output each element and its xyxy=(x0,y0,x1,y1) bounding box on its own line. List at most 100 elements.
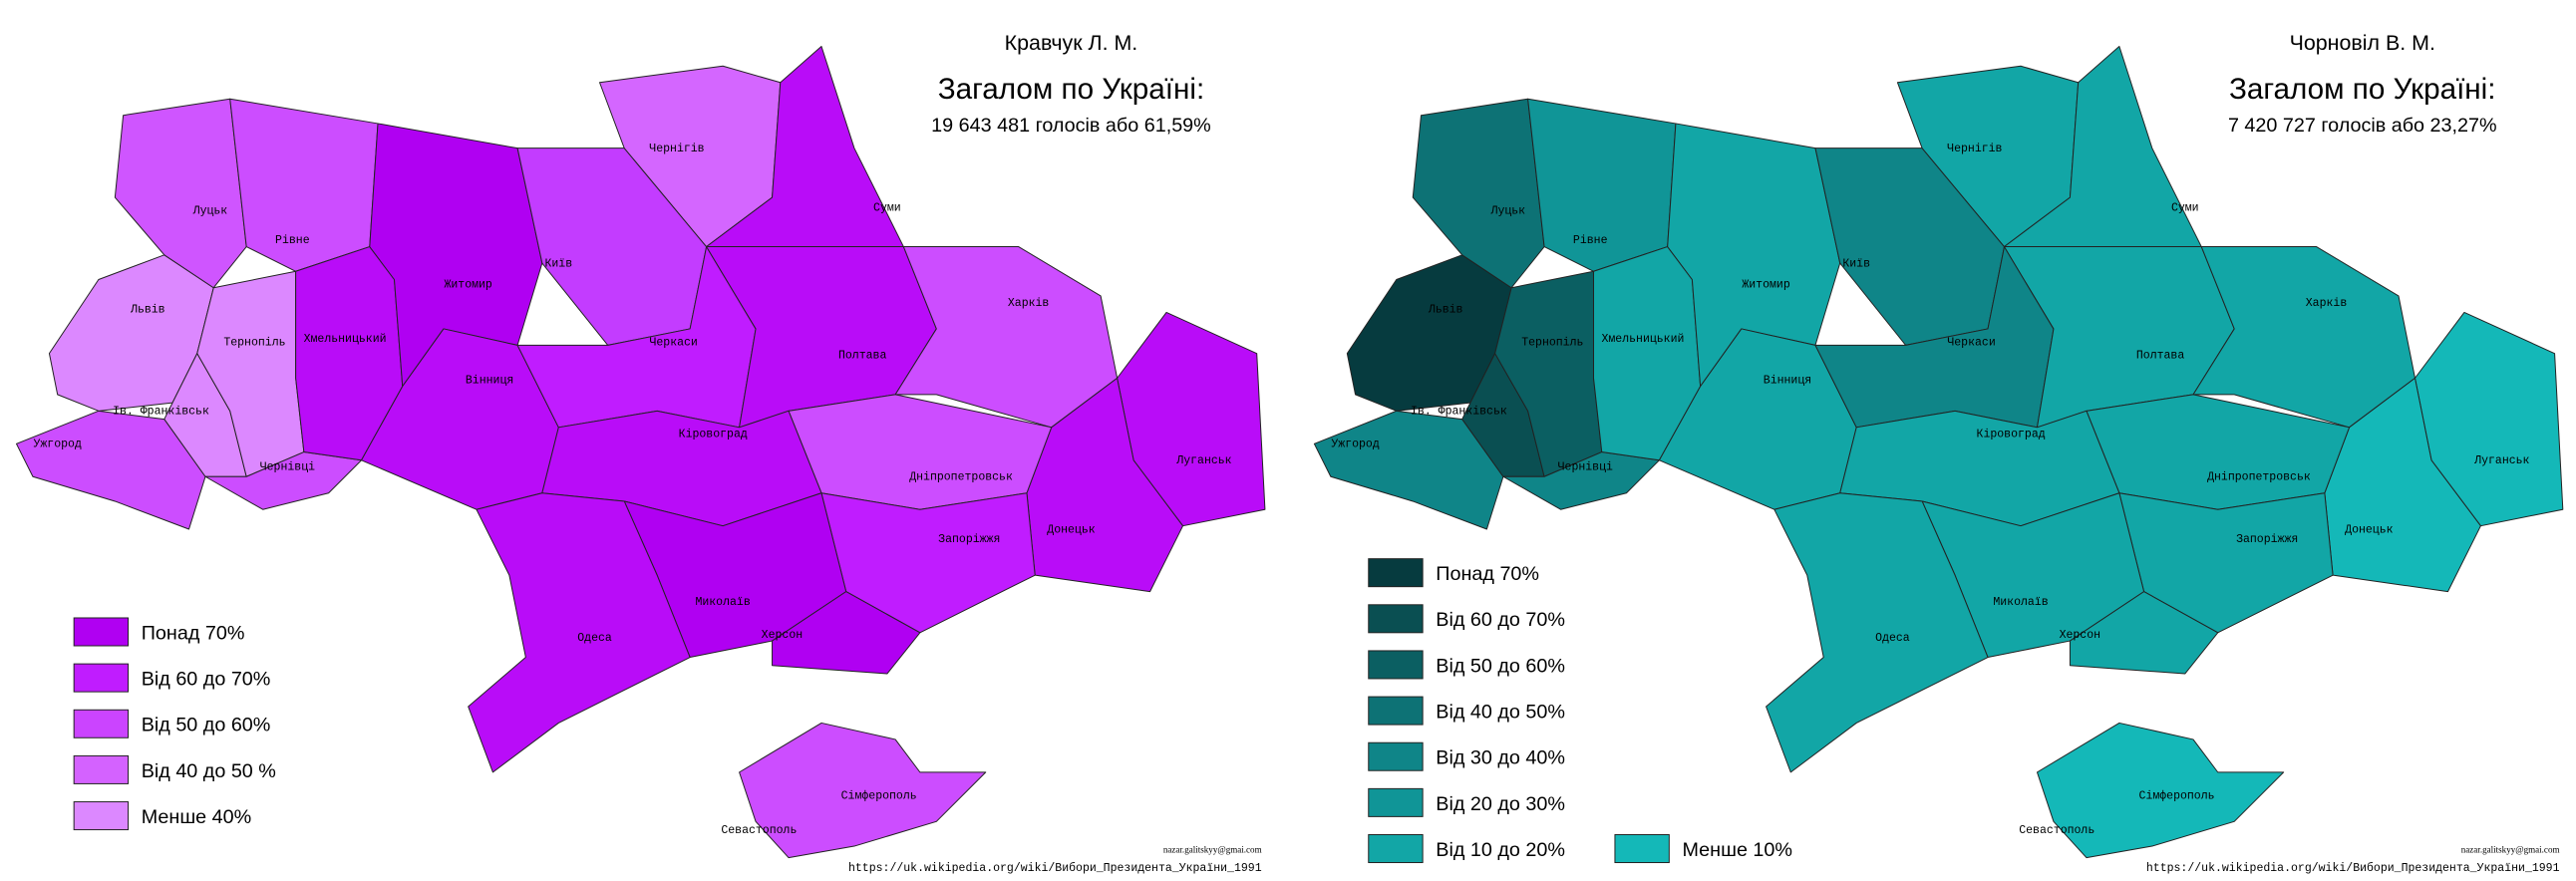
region-label: Ужгород xyxy=(1331,439,1379,451)
legend-label: Від 40 до 50% xyxy=(1436,702,1565,724)
region-label: Тернопіль xyxy=(223,336,285,349)
region-label: Луцьк xyxy=(1490,205,1526,218)
credit: nazar.galitskyy@gmai.com xyxy=(2461,845,2560,855)
legend-swatch xyxy=(73,754,130,784)
total-text: 7 420 727 голосів або 23,27% xyxy=(2228,115,2497,137)
legend-label: Від 30 до 40% xyxy=(1436,747,1565,769)
region-label: Черкаси xyxy=(1947,336,1995,349)
region-label: Луцьк xyxy=(192,205,228,218)
region-label: Донецьк xyxy=(1047,523,1095,536)
region-label: Рівне xyxy=(275,234,310,247)
legend-swatch xyxy=(73,663,130,693)
region-label: Дніпропетровськ xyxy=(909,471,1013,484)
region-label: Житомир xyxy=(444,279,491,292)
total-heading: Загалом по Україні: xyxy=(2229,73,2496,106)
legend-swatch xyxy=(1368,787,1424,817)
legend-swatch xyxy=(1368,834,1424,864)
region xyxy=(1766,492,1989,773)
region-label: Кіровоград xyxy=(1977,429,2046,441)
candidate-name: Чорновіл В. М. xyxy=(2290,31,2435,55)
credit: nazar.galitskyy@gmai.com xyxy=(1163,845,1262,855)
map: Ужгород Львів Ів. Франківськ Тернопіль Черні… xyxy=(1313,45,2564,859)
region-label: Одеса xyxy=(1875,632,1910,645)
legend-swatch xyxy=(73,617,130,647)
legend-swatch xyxy=(1368,650,1424,680)
legend-label: Від 60 до 70% xyxy=(142,669,271,691)
region-label: Сімферополь xyxy=(841,789,917,802)
region-label: Полтава xyxy=(2136,350,2184,363)
region xyxy=(2069,591,2219,675)
region-label: Чернігів xyxy=(649,143,704,155)
region-label: Київ xyxy=(544,257,572,270)
region-label: Севастополь xyxy=(2019,824,2094,837)
candidate-name: Кравчук Л. М. xyxy=(1005,31,1138,55)
region-label: Севастополь xyxy=(721,824,797,837)
region-label: Кіровоград xyxy=(679,429,748,441)
region-label: Житомир xyxy=(1742,279,1789,292)
legend-swatch xyxy=(1368,696,1424,726)
legend-label: Менше 10% xyxy=(1683,839,1793,861)
region-label: Луганськ xyxy=(2473,454,2529,467)
legend-swatch xyxy=(73,709,130,738)
region-label: Миколаїв xyxy=(1993,596,2048,609)
region-label: Луганськ xyxy=(1175,454,1231,467)
region-label: Херсон xyxy=(762,629,803,642)
region xyxy=(114,98,247,289)
legend-label: Від 10 до 20% xyxy=(1436,839,1565,861)
region-label: Херсон xyxy=(2060,629,2100,642)
region-label: Полтава xyxy=(838,350,886,363)
region-label: Дніпропетровськ xyxy=(2207,471,2311,484)
legend-label: Від 40 до 50 % xyxy=(142,760,276,782)
region-label: Запоріжжя xyxy=(2236,533,2298,546)
total-text: 19 643 481 голосів або 61,59% xyxy=(931,115,1211,137)
region-label: Донецьк xyxy=(2345,523,2393,536)
map: Ужгород Львів Ів. Франківськ Тернопіль Черні… xyxy=(15,45,1266,859)
region-label: Хмельницький xyxy=(1601,333,1684,346)
region-label: Чернівці xyxy=(1558,461,1613,474)
region-label: Черкаси xyxy=(649,336,697,349)
legend-swatch xyxy=(1368,558,1424,588)
region-label: Миколаїв xyxy=(695,596,750,609)
region-label: Суми xyxy=(873,201,901,214)
region-label: Вінниця xyxy=(1764,374,1811,387)
region-label: Сімферополь xyxy=(2139,789,2215,802)
region-label: Чернігів xyxy=(1947,143,2002,155)
region xyxy=(1412,98,1545,289)
legend-label: Від 50 до 60% xyxy=(1436,655,1565,677)
legend-label: Менше 40% xyxy=(142,806,251,828)
source-url: https://uk.wikipedia.org/wiki/Вибори_Пре… xyxy=(2146,862,2560,875)
legend-swatch xyxy=(1368,604,1424,634)
legend-swatch xyxy=(1614,834,1670,864)
source-url: https://uk.wikipedia.org/wiki/Вибори_Пре… xyxy=(848,862,1262,875)
region xyxy=(2036,722,2285,859)
legend-swatch xyxy=(73,801,130,831)
region-label: Ужгород xyxy=(33,439,81,451)
legend-label: Від 50 до 60% xyxy=(142,715,271,736)
region-label: Одеса xyxy=(577,632,612,645)
region-label: Харків xyxy=(1008,297,1050,310)
region-label: Суми xyxy=(2171,201,2199,214)
region-label: Ів. Франківськ xyxy=(113,406,209,419)
region-label: Запоріжжя xyxy=(938,533,1000,546)
region-label: Львів xyxy=(130,303,165,316)
region-label: Вінниця xyxy=(466,374,513,387)
legend-label: Від 20 до 30% xyxy=(1436,793,1565,815)
region-label: Хмельницький xyxy=(304,333,387,346)
region xyxy=(468,492,691,773)
legend-label: Понад 70% xyxy=(1436,563,1539,585)
region-label: Київ xyxy=(1842,257,1870,270)
region xyxy=(772,591,921,675)
region-label: Ів. Франківськ xyxy=(1411,406,1507,419)
region xyxy=(739,722,987,859)
region-label: Тернопіль xyxy=(1521,336,1583,349)
region xyxy=(15,410,206,530)
region-label: Харків xyxy=(2306,297,2348,310)
legend-label: Понад 70% xyxy=(142,622,245,644)
region xyxy=(1313,410,1504,530)
total-heading: Загалом по Україні: xyxy=(938,73,1205,106)
region-label: Чернівці xyxy=(260,461,315,474)
region-label: Львів xyxy=(1428,303,1463,316)
region-label: Рівне xyxy=(1573,234,1608,247)
